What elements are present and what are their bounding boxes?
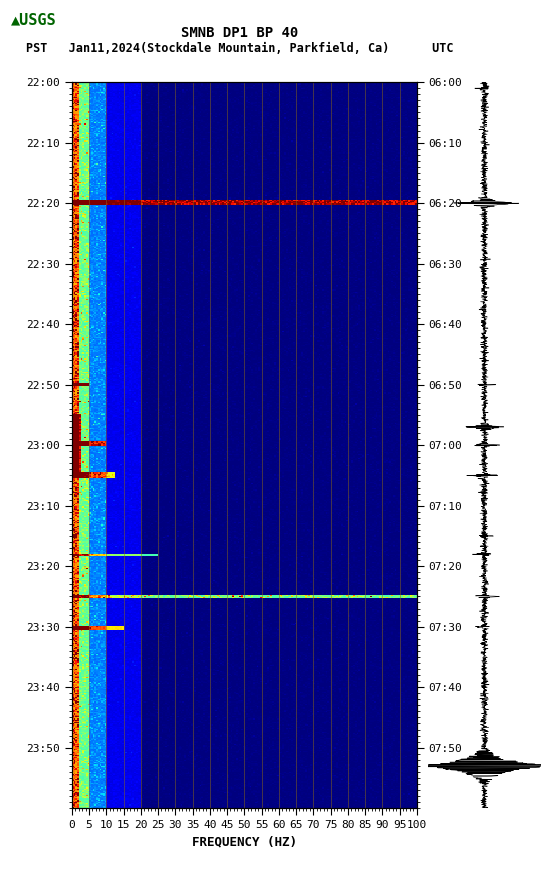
Text: PST   Jan11,2024(Stockdale Mountain, Parkfield, Ca)      UTC: PST Jan11,2024(Stockdale Mountain, Parkf… <box>26 42 454 54</box>
X-axis label: FREQUENCY (HZ): FREQUENCY (HZ) <box>192 836 297 848</box>
Text: ▲USGS: ▲USGS <box>11 13 57 27</box>
Text: SMNB DP1 BP 40: SMNB DP1 BP 40 <box>182 26 299 40</box>
